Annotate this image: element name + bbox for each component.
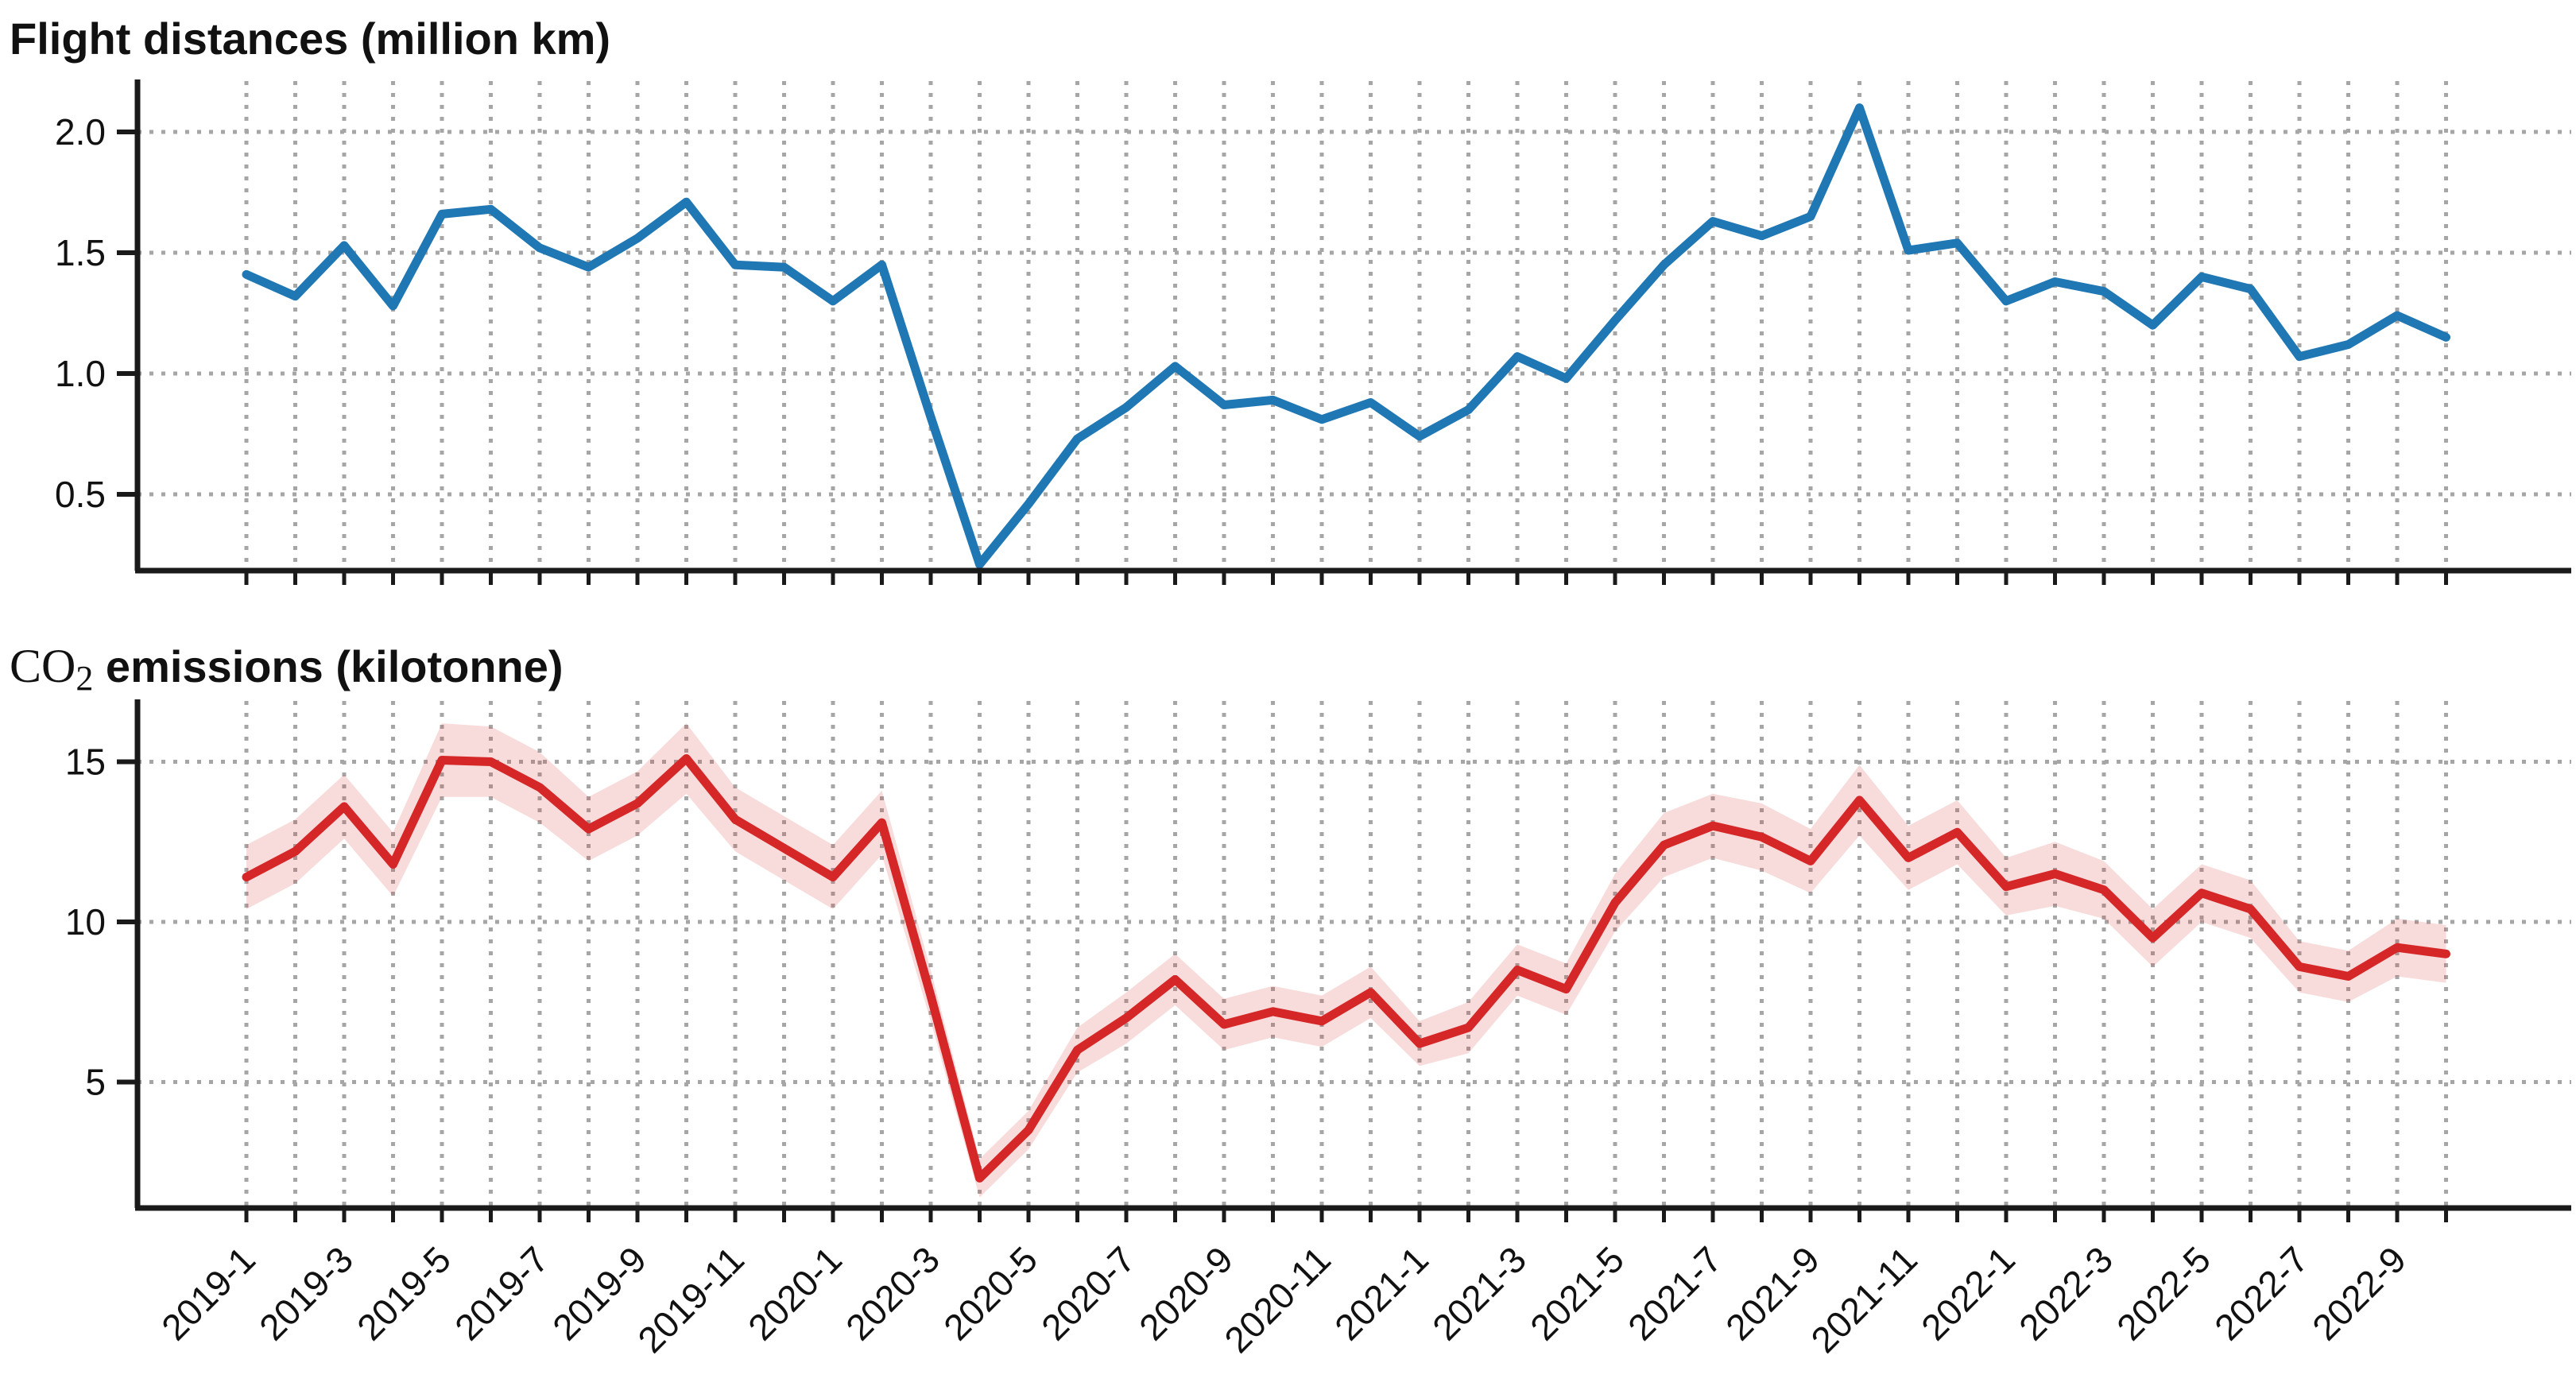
y-tick-label: 15 [65,741,106,783]
y-tick-label: 0.5 [55,474,106,515]
co2-math-prefix: CO [10,640,76,692]
x-tick-label: 2022-3 [2011,1238,2121,1348]
y-tick-label: 1.5 [55,232,106,273]
bottom-chart-title: CO2 emissions (kilotonne) [10,640,564,698]
x-tick-label: 2021-1 [1327,1238,1436,1348]
x-tick-label: 2022-5 [2109,1238,2218,1348]
x-tick-label: 2020-11 [1216,1238,1338,1361]
x-tick-label: 2019-5 [349,1238,459,1348]
x-tick-label: 2019-7 [447,1238,556,1348]
y-tick-label: 2.0 [55,111,106,153]
flight-distance-line [242,103,2450,569]
co2-subscript: 2 [76,659,93,698]
x-tick-label: 2020-3 [838,1238,947,1348]
x-tick-label: 2021-7 [1620,1238,1730,1348]
x-tick-label: 2020-1 [740,1238,850,1348]
y-tick-label: 1.0 [55,353,106,394]
top-chart-title: Flight distances (million km) [10,14,610,64]
x-tick-label: 2020-5 [935,1238,1045,1348]
bottom-chart-panel: 15 10 5 [65,699,2571,1222]
flight-distance-line [242,754,2450,1183]
x-axis-labels: 2019-12019-32019-52019-72019-92019-11202… [153,1238,2414,1361]
x-tick-label: 2022-1 [1913,1238,2023,1348]
top-chart-panel: 2.0 1.5 1.0 0.5 [55,79,2571,585]
x-tick-label: 2022-7 [2206,1238,2316,1348]
x-tick-label: 2021-5 [1522,1238,1632,1348]
x-tick-label: 2021-3 [1424,1238,1534,1348]
x-tick-label: 2019-3 [251,1238,361,1348]
x-tick-label: 2020-7 [1033,1238,1143,1348]
x-tick-label: 2019-11 [629,1238,752,1361]
confidence-band [246,723,2446,1198]
x-tick-label: 2019-1 [153,1238,263,1348]
x-tick-label: 2022-9 [2304,1238,2414,1348]
bottom-title-rest: emissions (kilotonne) [93,641,563,691]
x-tick-label: 2021-11 [1803,1238,1925,1361]
y-tick-label: 5 [85,1062,106,1103]
y-tick-label: 10 [65,901,106,943]
